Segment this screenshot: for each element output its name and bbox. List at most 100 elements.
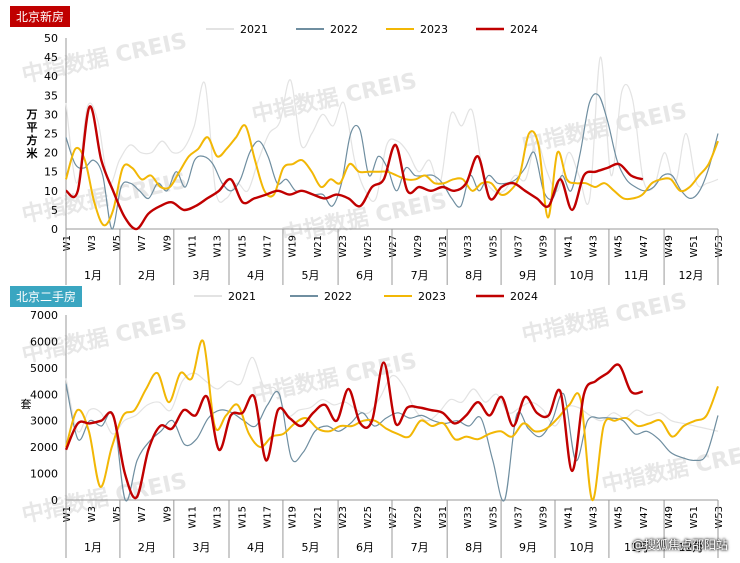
legend-label: 2022 <box>324 290 352 303</box>
x-tick-label: W7 <box>137 506 148 522</box>
y-tick-label: 0 <box>51 494 58 507</box>
x-tick-label: W37 <box>513 235 524 258</box>
x-tick-label: W5 <box>112 235 123 251</box>
legend-label: 2021 <box>240 23 268 36</box>
chart-1: 0 1000 2000 3000 4000 5000 6000 7000 套 W1 W3 W5 W7 W9… <box>21 290 725 558</box>
y-tick-label: 40 <box>44 70 58 83</box>
x-tick-label: W3 <box>87 235 98 251</box>
month-label: 9月 <box>519 269 537 282</box>
month-label: 12月 <box>679 269 704 282</box>
y-tick-label: 3000 <box>30 415 58 428</box>
x-tick-label: W47 <box>639 506 650 529</box>
x-tick-label: W19 <box>288 506 299 529</box>
y-tick-label: 25 <box>44 128 58 141</box>
month-label: 11月 <box>624 541 649 554</box>
y-axis-label: 万 <box>26 108 38 121</box>
y-tick-label: 1000 <box>30 468 58 481</box>
y-axis-label: 方 <box>27 133 38 147</box>
x-tick-label: W51 <box>689 506 700 529</box>
y-tick-label: 0 <box>51 223 58 236</box>
month-label: 4月 <box>247 269 265 282</box>
x-tick-label: W35 <box>488 506 499 529</box>
legend-label: 2023 <box>420 23 448 36</box>
series-line-2024 <box>65 105 644 231</box>
y-tick-label: 7000 <box>30 309 58 322</box>
x-tick-label: W35 <box>488 235 499 258</box>
legend-label: 2022 <box>330 23 358 36</box>
x-tick-label: W9 <box>162 235 173 251</box>
x-tick-label: W21 <box>313 235 324 258</box>
month-label: 2月 <box>138 269 156 282</box>
x-tick-label: W43 <box>589 235 600 258</box>
x-tick-label: W43 <box>589 506 600 529</box>
x-tick-label: W49 <box>664 235 675 258</box>
x-tick-label: W5 <box>112 506 123 522</box>
month-label: 6月 <box>356 269 374 282</box>
x-tick-label: W29 <box>413 235 424 258</box>
y-tick-label: 2000 <box>30 441 58 454</box>
series-line-2021 <box>65 356 719 435</box>
y-tick-label: 45 <box>44 51 58 64</box>
chart-title-resale-homes: 北京二手房 <box>10 286 83 307</box>
legend-label: 2024 <box>510 290 538 303</box>
month-label: 12月 <box>679 541 704 554</box>
month-label: 8月 <box>465 541 483 554</box>
y-tick-label: 6000 <box>30 335 58 348</box>
month-label: 8月 <box>465 269 483 282</box>
x-tick-label: W37 <box>513 506 524 529</box>
month-label: 7月 <box>411 269 429 282</box>
x-tick-label: W23 <box>338 235 349 258</box>
x-tick-label: W13 <box>213 235 224 258</box>
month-label: 9月 <box>519 541 537 554</box>
x-tick-label: W27 <box>388 235 399 258</box>
month-label: 5月 <box>302 269 320 282</box>
y-tick-label: 50 <box>44 32 58 45</box>
series-line-2022 <box>65 93 719 230</box>
y-tick-label: 35 <box>44 89 58 102</box>
month-label: 3月 <box>192 269 210 282</box>
y-tick-label: 5000 <box>30 362 58 375</box>
x-tick-label: W27 <box>388 506 399 529</box>
legend-label: 2024 <box>510 23 538 36</box>
series-line-2023 <box>65 124 719 227</box>
month-label: 1月 <box>84 541 102 554</box>
y-axis-label: 套 <box>21 398 32 411</box>
y-tick-label: 15 <box>44 166 58 179</box>
y-axis-label: 米 <box>26 146 39 160</box>
x-tick-label: W45 <box>614 506 625 529</box>
month-label: 1月 <box>84 269 102 282</box>
x-tick-label: W45 <box>614 235 625 258</box>
y-tick-label: 30 <box>44 108 58 121</box>
x-tick-label: W15 <box>238 506 249 529</box>
x-tick-label: W19 <box>288 235 299 258</box>
month-label: 11月 <box>624 269 649 282</box>
x-tick-label: W21 <box>313 506 324 529</box>
x-tick-label: W23 <box>338 506 349 529</box>
x-tick-label: W13 <box>213 506 224 529</box>
x-tick-label: W33 <box>463 235 474 258</box>
series-line-2022 <box>65 383 719 502</box>
x-tick-label: W15 <box>238 235 249 258</box>
x-tick-label: W25 <box>363 506 374 529</box>
x-tick-label: W41 <box>564 235 575 258</box>
legend-label: 2023 <box>418 290 446 303</box>
month-label: 7月 <box>411 541 429 554</box>
y-tick-label: 20 <box>44 147 58 160</box>
y-tick-label: 5 <box>51 204 58 217</box>
x-tick-label: W17 <box>263 506 274 529</box>
x-tick-label: W41 <box>564 506 575 529</box>
y-tick-label: 10 <box>44 185 58 198</box>
month-label: 10月 <box>569 541 594 554</box>
x-tick-label: W51 <box>689 235 700 258</box>
source-credit: @搜狐焦点邵阳站 <box>631 538 728 552</box>
month-label: 10月 <box>569 269 594 282</box>
month-label: 2月 <box>138 541 156 554</box>
x-tick-label: W33 <box>463 506 474 529</box>
x-tick-label: W7 <box>137 235 148 251</box>
month-label: 6月 <box>356 541 374 554</box>
x-tick-label: W17 <box>263 235 274 258</box>
x-tick-label: W3 <box>87 506 98 522</box>
